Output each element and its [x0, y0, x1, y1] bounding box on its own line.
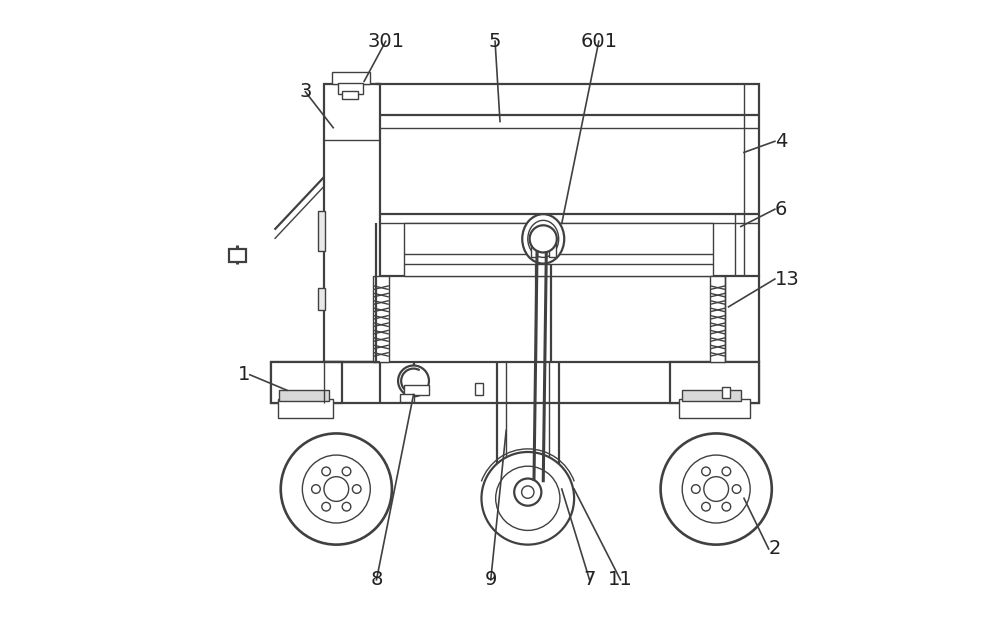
Bar	[373, 276, 389, 362]
Text: 6: 6	[775, 200, 787, 218]
Bar	[531, 239, 537, 257]
Text: 11: 11	[608, 570, 633, 589]
Circle shape	[398, 366, 429, 396]
Circle shape	[496, 466, 560, 530]
Circle shape	[522, 486, 534, 498]
Circle shape	[342, 467, 351, 476]
Circle shape	[661, 433, 772, 545]
Bar	[404, 385, 429, 394]
Text: 7: 7	[583, 570, 596, 589]
Bar	[400, 394, 414, 402]
Text: 5: 5	[489, 32, 501, 51]
Circle shape	[312, 485, 320, 493]
Circle shape	[702, 467, 710, 476]
Circle shape	[342, 502, 351, 511]
Bar	[318, 289, 325, 310]
Bar	[404, 223, 713, 276]
Bar	[324, 85, 380, 362]
Bar	[722, 387, 730, 398]
Bar	[332, 72, 370, 85]
Circle shape	[691, 485, 700, 493]
Text: 601: 601	[580, 32, 617, 51]
Bar	[670, 362, 759, 403]
Circle shape	[514, 478, 541, 506]
Text: 2: 2	[769, 540, 781, 558]
Bar	[279, 389, 329, 401]
Circle shape	[704, 476, 729, 501]
Text: 1: 1	[237, 365, 250, 384]
Text: 9: 9	[485, 570, 497, 589]
Circle shape	[352, 485, 361, 493]
Bar	[229, 249, 246, 262]
Circle shape	[322, 502, 330, 511]
Bar	[338, 83, 363, 94]
Text: 13: 13	[775, 270, 800, 289]
Circle shape	[281, 433, 392, 545]
Bar	[549, 239, 556, 257]
Circle shape	[530, 225, 557, 252]
Circle shape	[481, 452, 574, 545]
Circle shape	[682, 455, 750, 523]
Circle shape	[722, 502, 731, 511]
Circle shape	[322, 467, 330, 476]
Ellipse shape	[528, 220, 559, 257]
Circle shape	[732, 485, 741, 493]
Circle shape	[702, 502, 710, 511]
Bar	[271, 362, 759, 403]
Bar	[682, 389, 741, 401]
Circle shape	[324, 476, 349, 501]
Bar	[710, 276, 725, 362]
Text: 301: 301	[367, 32, 404, 51]
Bar	[271, 362, 342, 403]
Bar	[475, 383, 483, 394]
Circle shape	[722, 467, 731, 476]
Bar	[278, 399, 333, 418]
Circle shape	[302, 455, 370, 523]
Text: 8: 8	[370, 570, 383, 589]
Bar	[342, 91, 358, 99]
Bar	[376, 85, 759, 276]
Bar	[679, 399, 750, 418]
Ellipse shape	[522, 214, 564, 264]
Bar	[318, 211, 325, 251]
Text: 3: 3	[299, 83, 312, 101]
Text: 4: 4	[775, 132, 787, 151]
